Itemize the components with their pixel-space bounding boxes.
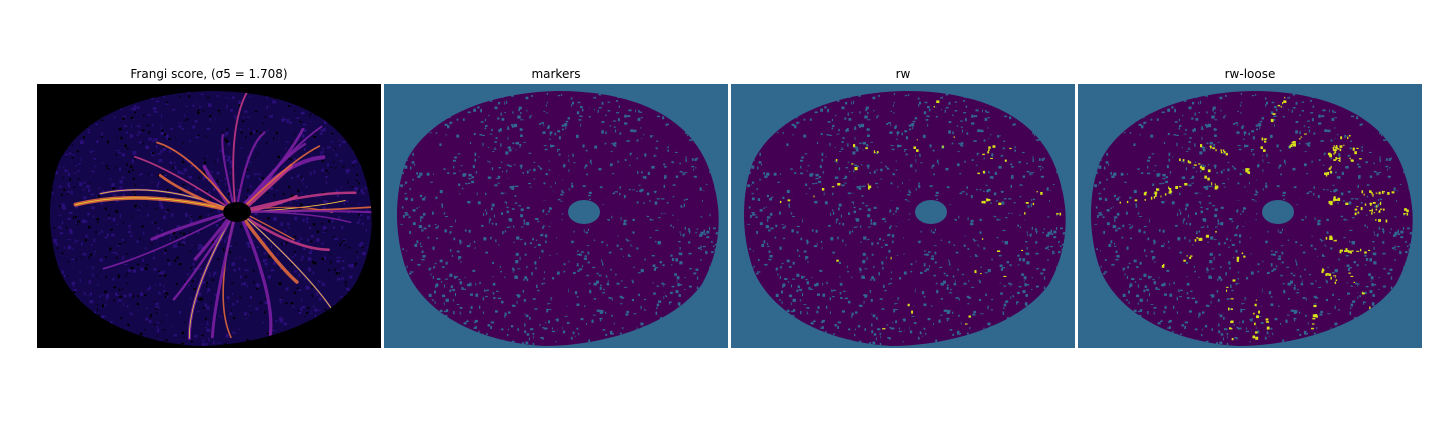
vessel-texture — [399, 91, 719, 346]
panel-title-rw: rw — [895, 67, 911, 81]
markers-image — [384, 84, 728, 348]
panel-title-frangi: Frangi score, (σ5 = 1.708) — [130, 67, 288, 81]
panel-title-rw-loose: rw-loose — [1224, 67, 1276, 81]
rw-image — [731, 84, 1075, 348]
frangi-score-image — [37, 84, 381, 348]
rw-loose-image — [1078, 84, 1422, 348]
panel-title-markers: markers — [531, 67, 581, 81]
vessel-texture — [52, 91, 372, 346]
